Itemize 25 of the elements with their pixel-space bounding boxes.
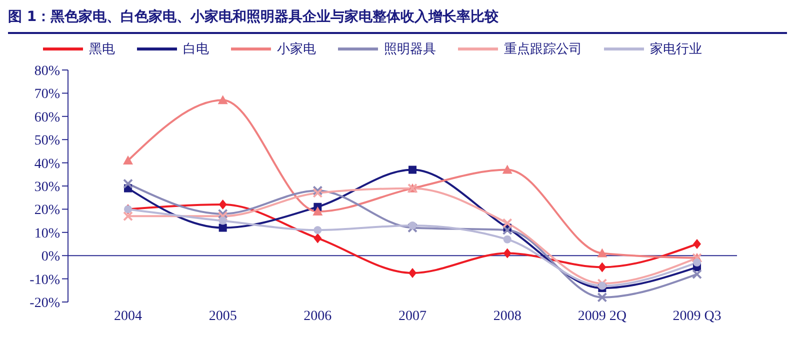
x-tick-label: 2006 — [304, 308, 332, 324]
y-tick-label: 60% — [34, 110, 60, 126]
legend-label: 重点跟踪公司 — [503, 41, 582, 58]
x-tick-label: 2005 — [208, 308, 237, 324]
y-tick-label: 70% — [34, 87, 60, 102]
x-tick-label: 2004 — [114, 308, 142, 324]
x-tick-label: 2009 Q3 — [672, 308, 722, 324]
y-tick-label: -10% — [30, 272, 60, 288]
y-tick-label: 40% — [34, 156, 60, 172]
chart-title: 图 1：黑色家电、白色家电、小家电和照明器具企业与家电整体收入增长率比较 — [8, 8, 787, 34]
y-tick-label: 50% — [34, 134, 60, 149]
y-tick-label: 80% — [34, 64, 60, 79]
legend-label: 小家电 — [276, 41, 316, 58]
legend-label: 家电行业 — [649, 41, 702, 58]
y-tick-label: 20% — [34, 203, 60, 218]
y-tick-label: 30% — [34, 180, 60, 195]
y-tick-label: -20% — [30, 296, 60, 311]
legend-label: 黑电 — [88, 41, 115, 58]
x-tick-label: 2008 — [493, 308, 522, 324]
y-tick-label: 0% — [41, 250, 60, 265]
legend-label: 白电 — [182, 41, 209, 58]
legend-label: 照明器具 — [383, 41, 436, 58]
y-tick-label: 10% — [34, 226, 60, 242]
x-tick-label: 2007 — [398, 308, 426, 324]
x-tick-label: 2009 2Q — [578, 308, 626, 324]
